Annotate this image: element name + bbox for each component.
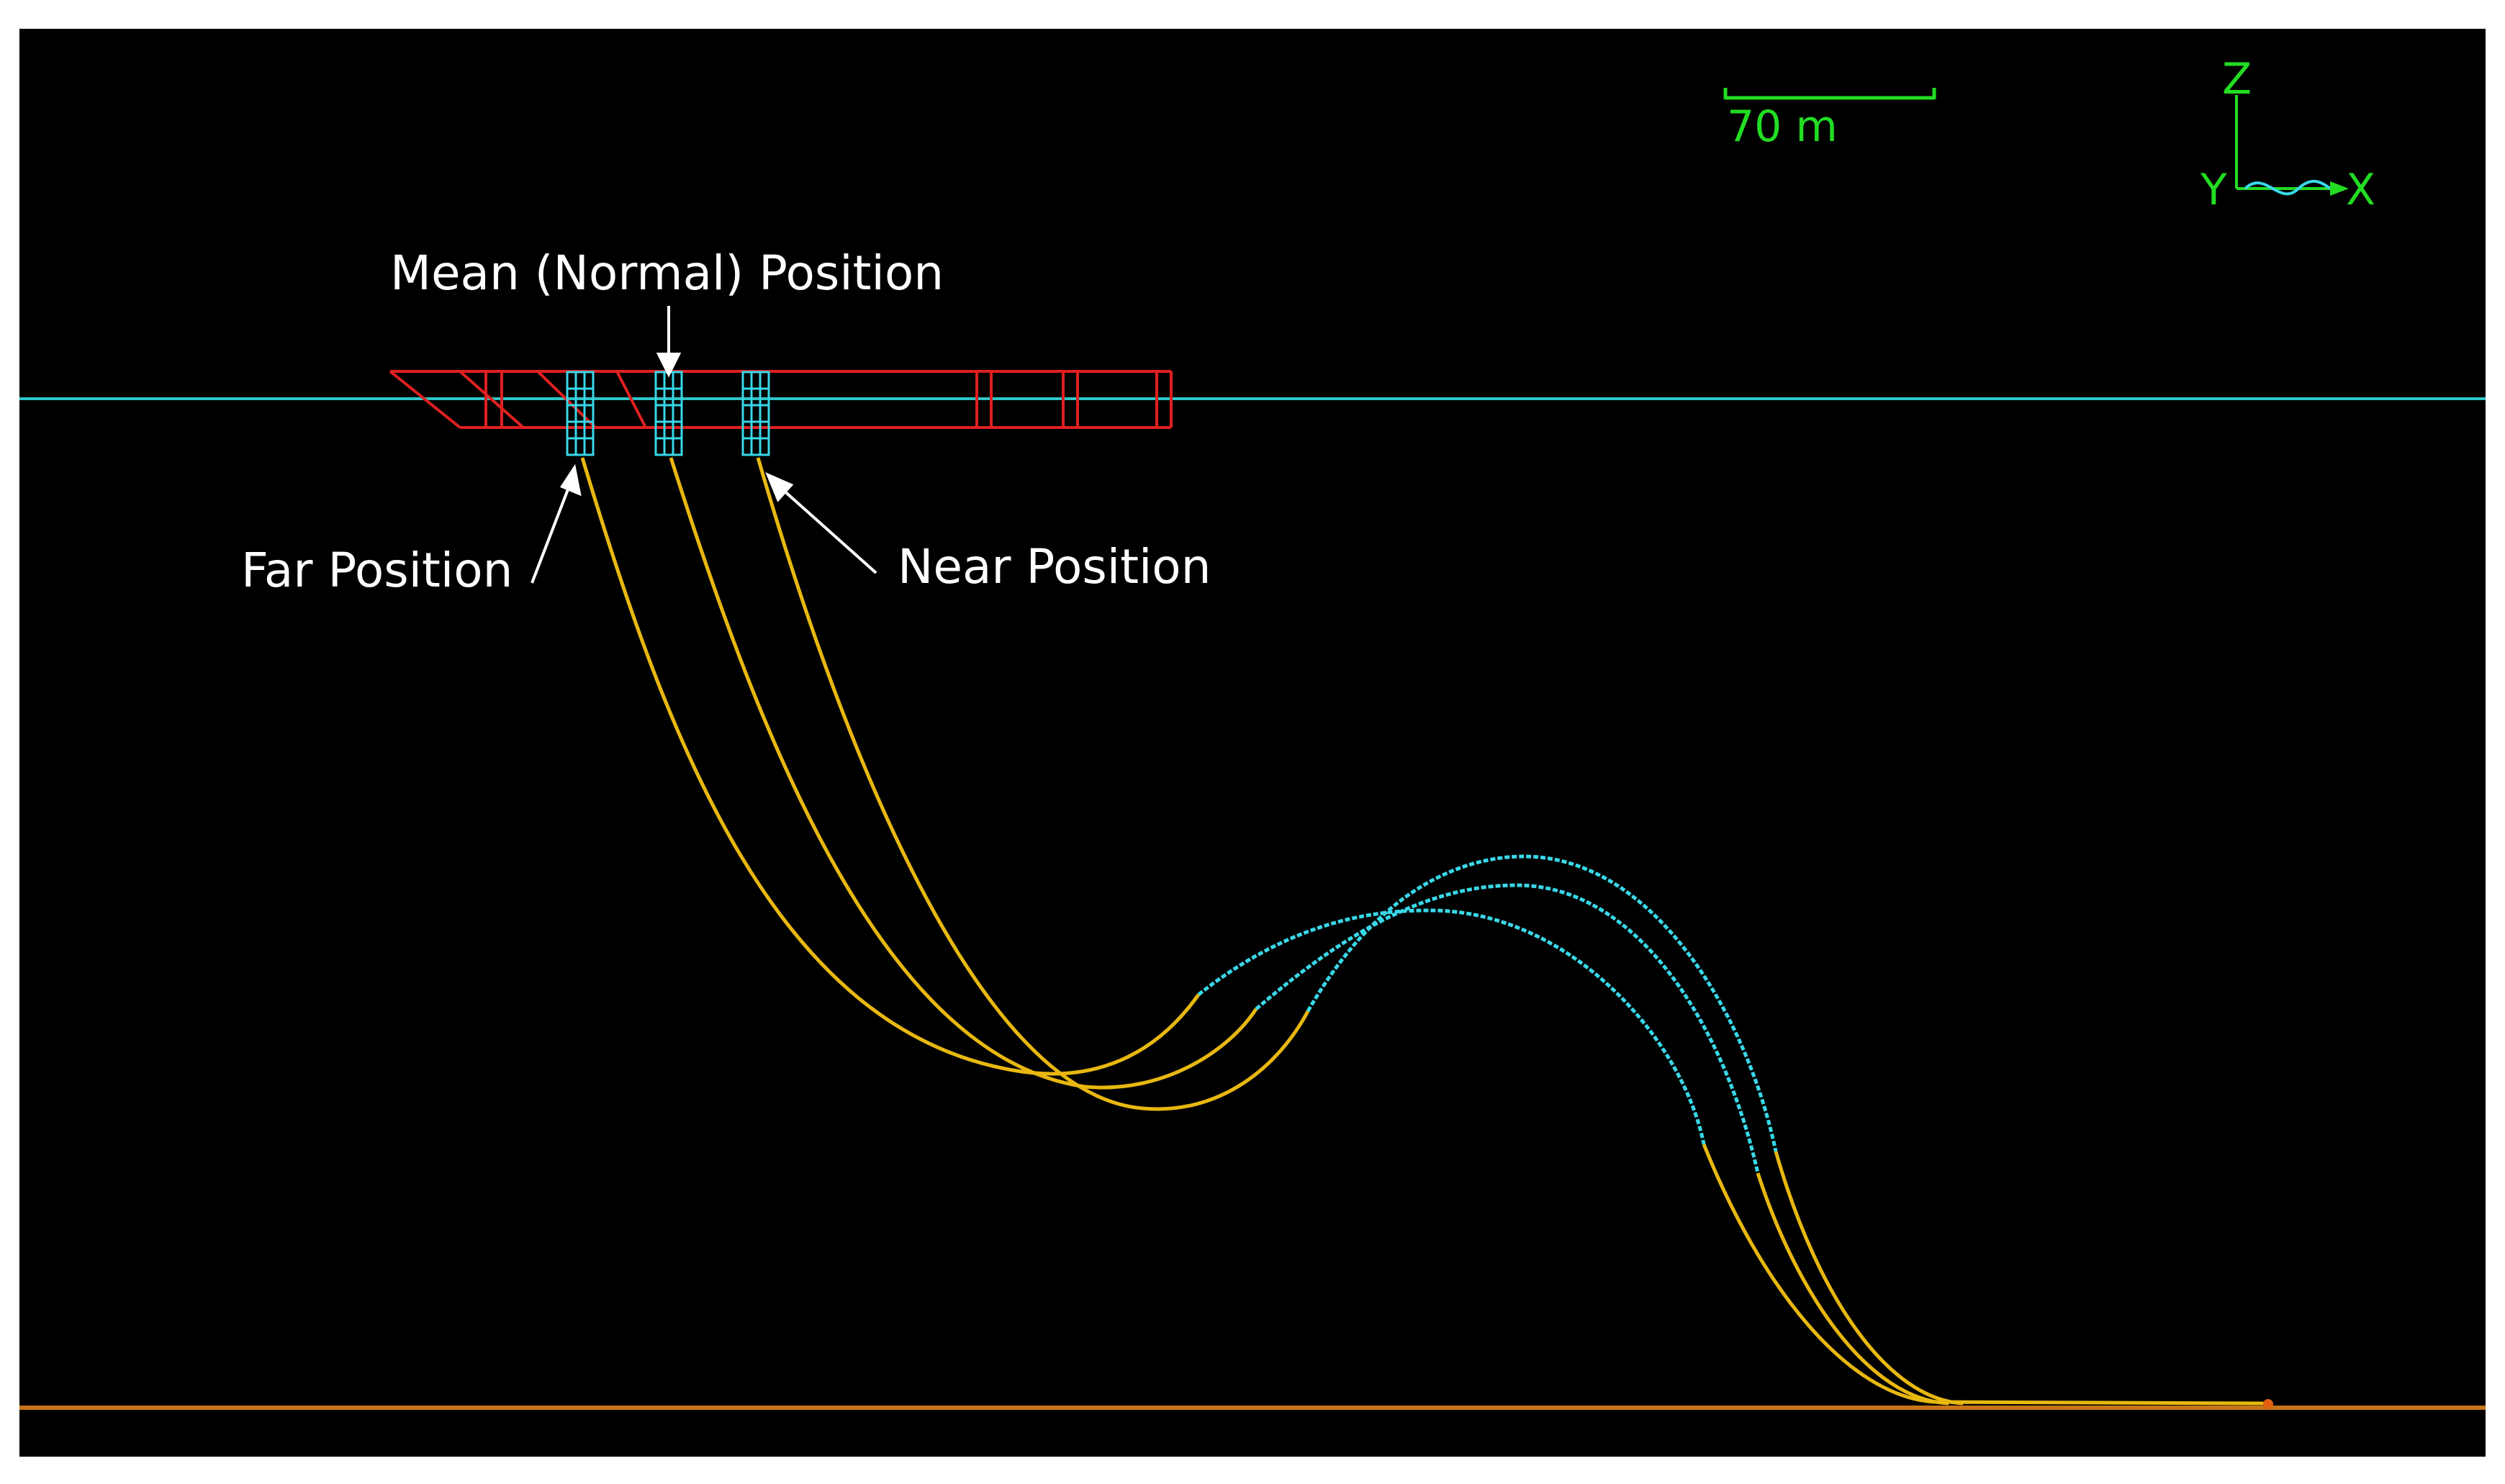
- axis-z-label: Z: [2222, 54, 2252, 104]
- scale-bar: [1723, 88, 1936, 100]
- axis-triad: [2235, 95, 2349, 196]
- near-position-label: Near Position: [898, 539, 1211, 594]
- far-position-label: Far Position: [241, 543, 513, 598]
- turret-mean-position: [654, 371, 683, 456]
- mean-position-label: Mean (Normal) Position: [390, 245, 944, 301]
- near-position-arrow: [765, 472, 877, 574]
- riser-mean-position[interactable]: [669, 457, 1949, 1406]
- turret-far-position: [566, 371, 595, 456]
- 3d-view-window[interactable]: Mean (Normal) Position Far Position Near…: [19, 29, 2486, 1457]
- riser-far-position[interactable]: [580, 457, 2266, 1406]
- scene-svg: Mean (Normal) Position Far Position Near…: [19, 54, 2486, 1410]
- anchor-point: [2263, 1399, 2273, 1409]
- far-position-arrow: [531, 463, 582, 584]
- vessel-wireframe[interactable]: [389, 370, 1173, 429]
- riser-near-position[interactable]: [756, 457, 1964, 1406]
- axis-y-label: Y: [2200, 165, 2227, 215]
- axis-x-label: X: [2346, 165, 2375, 215]
- mean-position-arrow: [656, 306, 682, 378]
- scale-bar-label: 70 m: [1727, 101, 1838, 152]
- turret-near-position: [741, 371, 770, 456]
